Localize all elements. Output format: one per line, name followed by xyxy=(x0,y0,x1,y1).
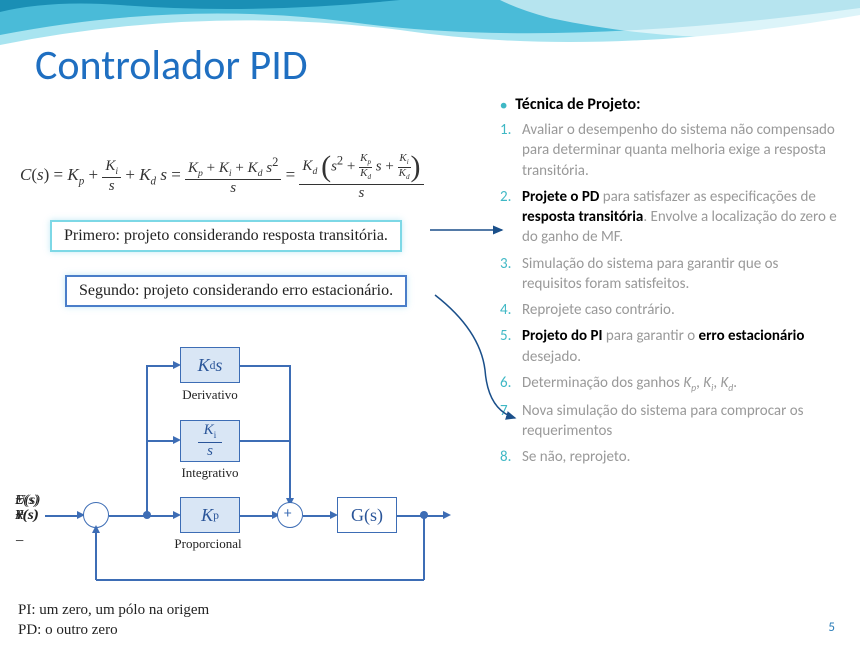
arrow-callout2 xyxy=(430,290,530,440)
page-title: Controlador PID xyxy=(35,40,308,91)
callout-transient: Primero: projeto considerando resposta t… xyxy=(50,220,402,252)
callout-steadystate: Segundo: projeto considerando erro estac… xyxy=(65,275,407,307)
technique-heading: Técnica de Projeto: xyxy=(500,95,840,114)
transfer-function-equation: C(s) = Kp + Kis + Kd s = Kp + Ki + Kd s2… xyxy=(20,150,424,202)
label-integral: Integrativo xyxy=(175,465,245,481)
block-derivative: Kds xyxy=(180,347,240,383)
block-plant: G(s) xyxy=(337,497,397,533)
block-proportional: Kp xyxy=(180,497,240,533)
steps-list: Avaliar o desempenho do sistema não comp… xyxy=(500,120,840,468)
page-number: 5 xyxy=(828,620,835,635)
technique-panel: Técnica de Projeto: Avaliar o desempenho… xyxy=(500,95,840,474)
label-derivative: Derivativo xyxy=(175,387,245,403)
arrow-callout1 xyxy=(430,215,520,245)
label-proportional: Proporcional xyxy=(173,536,243,552)
block-integral: Ki s xyxy=(180,420,240,462)
bottom-notes: PI: um zero, um pólo na origem PD: o out… xyxy=(18,601,209,640)
